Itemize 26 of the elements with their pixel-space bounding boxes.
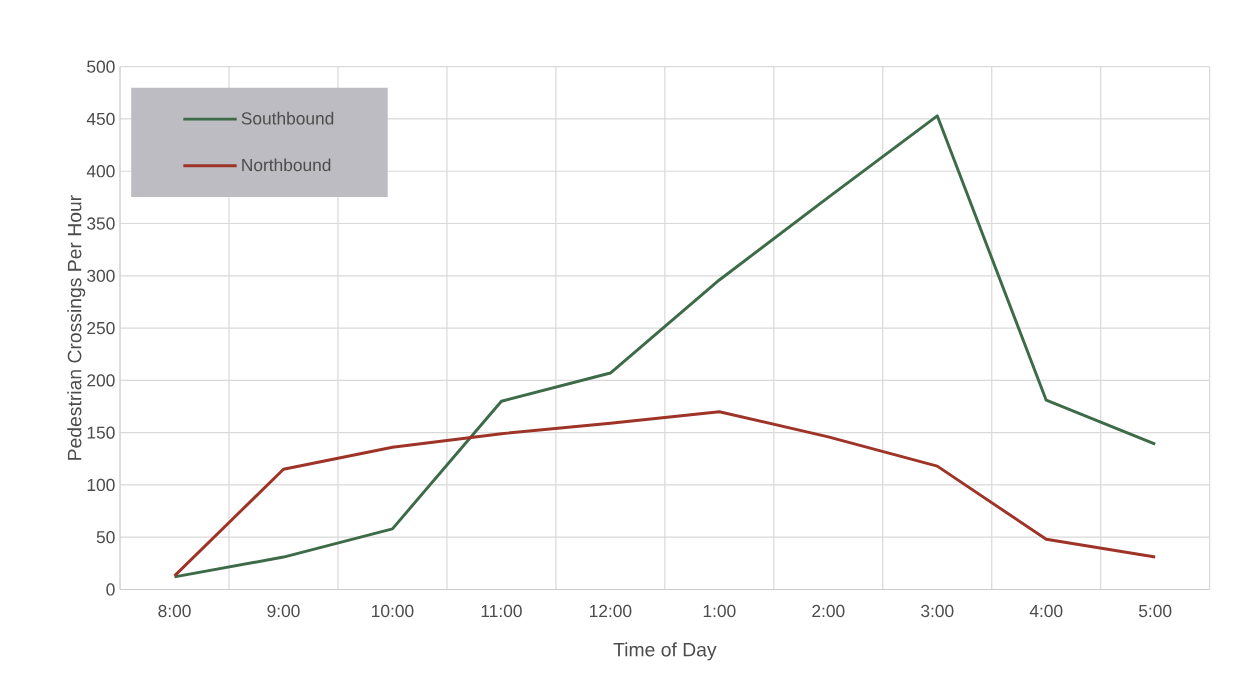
x-axis-title: Time of Day (613, 642, 717, 661)
x-tick-label: 1:00 (703, 605, 736, 618)
y-tick-label: 400 (86, 165, 115, 178)
x-tick-label: 4:00 (1029, 605, 1063, 618)
legend-label: Southbound (241, 112, 334, 125)
legend-label: Northbound (242, 158, 331, 172)
x-tick-label: 5:00 (1139, 605, 1172, 618)
y-tick-label: 300 (87, 269, 115, 283)
y-tick-label: 50 (96, 531, 115, 544)
x-tick-label: 12:00 (589, 605, 632, 618)
x-tick-label: 2:00 (812, 605, 845, 618)
y-tick-label: 500 (87, 60, 115, 74)
x-tick-label: 3:00 (921, 605, 954, 618)
y-tick-label: 100 (87, 479, 115, 492)
y-tick-label: 250 (87, 322, 115, 335)
x-tick-label: 11:00 (481, 605, 522, 618)
y-tick-label: 0 (106, 583, 115, 596)
y-tick-label: 350 (87, 217, 115, 230)
y-axis-title: Pedestrian Crossings Per Hour (67, 195, 86, 461)
x-tick-label: 10:00 (372, 605, 414, 618)
y-tick-label: 450 (86, 113, 115, 126)
line-series (173, 410, 1157, 578)
x-tick-label: 8:00 (158, 605, 191, 618)
y-tick-label: 150 (87, 426, 115, 440)
x-tick-label: 9:00 (267, 605, 300, 618)
y-tick-label: 200 (87, 374, 115, 387)
